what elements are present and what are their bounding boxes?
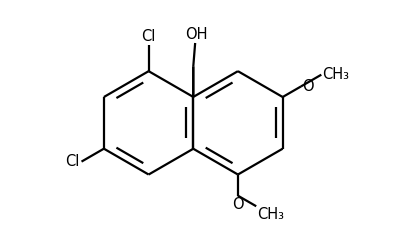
Text: OH: OH — [185, 27, 208, 42]
Text: CH₃: CH₃ — [322, 67, 349, 82]
Text: CH₃: CH₃ — [257, 208, 284, 222]
Text: Cl: Cl — [141, 29, 156, 44]
Text: O: O — [302, 79, 314, 94]
Text: O: O — [232, 197, 244, 212]
Text: Cl: Cl — [65, 154, 79, 169]
